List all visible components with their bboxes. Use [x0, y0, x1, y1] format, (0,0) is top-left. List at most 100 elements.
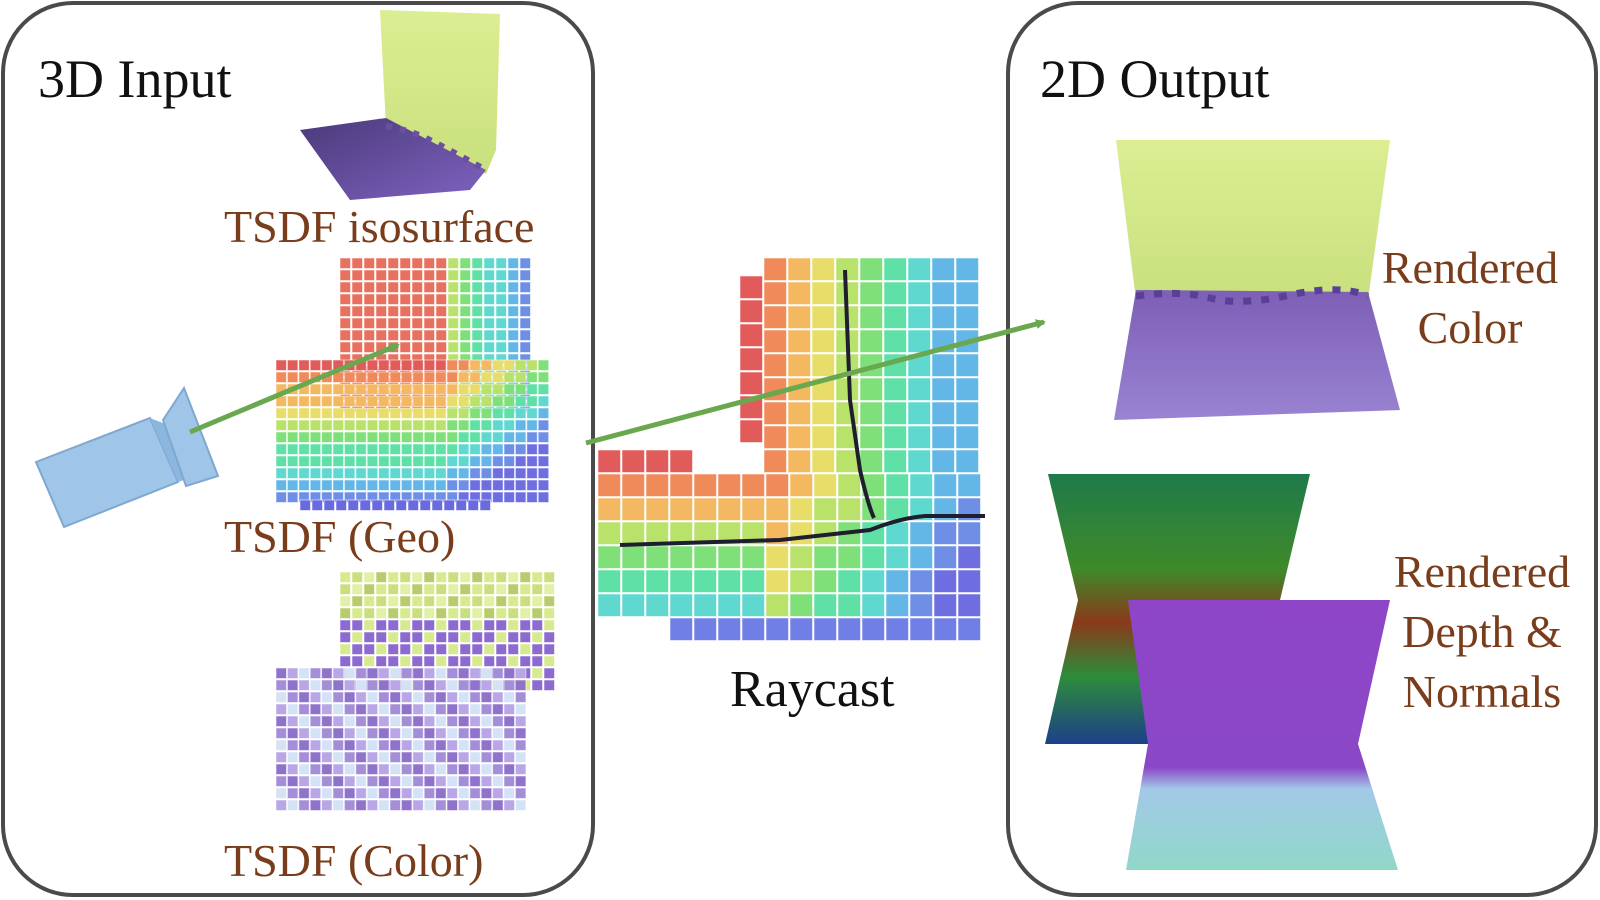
voxel	[298, 787, 310, 799]
voxel	[469, 667, 481, 679]
voxel	[459, 595, 471, 607]
voxel	[492, 727, 504, 739]
voxel	[309, 479, 322, 491]
voxel	[763, 305, 787, 329]
voxel	[399, 269, 411, 281]
voxel	[399, 655, 411, 667]
voxel	[519, 317, 531, 329]
voxel	[275, 799, 287, 811]
voxel	[366, 727, 379, 739]
voxel	[765, 569, 789, 593]
voxel	[514, 715, 527, 727]
voxel	[366, 383, 379, 395]
voxel	[907, 329, 931, 353]
voxel	[621, 497, 645, 521]
voxel	[597, 593, 621, 617]
voxel	[859, 281, 883, 305]
voxel	[309, 763, 322, 775]
voxel	[412, 383, 424, 395]
voxel	[495, 607, 507, 619]
input-panel-frame	[1, 1, 595, 897]
voxel	[765, 545, 789, 569]
voxel	[519, 305, 531, 317]
voxel	[526, 395, 538, 407]
voxel	[503, 467, 515, 479]
voxel	[298, 443, 310, 455]
voxel	[275, 715, 287, 727]
voxel	[286, 703, 299, 715]
voxel	[343, 407, 356, 419]
voxel	[321, 799, 333, 811]
voxel	[811, 257, 835, 281]
raycast-voxel-grid	[597, 257, 985, 641]
voxel	[411, 293, 423, 305]
voxel	[526, 467, 538, 479]
voxel	[459, 341, 471, 353]
voxel	[741, 497, 765, 521]
voxel	[286, 359, 299, 371]
voxel	[423, 383, 436, 395]
voxel	[469, 431, 481, 443]
voxel	[378, 679, 390, 691]
voxel	[469, 407, 481, 419]
voxel	[597, 449, 621, 473]
voxel	[931, 281, 955, 305]
voxel	[389, 763, 401, 775]
voxel	[931, 449, 955, 473]
voxel	[469, 467, 481, 479]
voxel	[645, 521, 669, 545]
voxel	[480, 739, 493, 751]
voxel	[447, 317, 459, 329]
voxel	[507, 571, 519, 583]
voxel	[298, 751, 310, 763]
voxel	[412, 739, 424, 751]
voxel	[355, 703, 367, 715]
voxel	[693, 617, 717, 641]
voxel	[321, 763, 333, 775]
voxel	[469, 371, 481, 383]
voxel	[955, 257, 979, 281]
voxel	[343, 727, 356, 739]
voxel	[423, 691, 436, 703]
voxel	[339, 257, 351, 269]
voxel	[339, 571, 351, 583]
voxel	[309, 739, 322, 751]
voxel	[739, 323, 763, 347]
voxel	[446, 787, 458, 799]
voxel	[275, 751, 287, 763]
voxel	[343, 479, 356, 491]
voxel	[355, 395, 367, 407]
voxel	[389, 667, 401, 679]
voxel	[339, 341, 351, 353]
voxel	[400, 691, 413, 703]
voxel	[789, 617, 813, 641]
voxel	[412, 775, 424, 787]
voxel	[483, 293, 495, 305]
voxel	[931, 377, 955, 401]
voxel	[332, 679, 344, 691]
voxel	[378, 787, 390, 799]
voxel	[351, 269, 363, 281]
voxel	[435, 655, 447, 667]
voxel	[503, 679, 515, 691]
voxel	[480, 431, 493, 443]
voxel	[275, 407, 287, 419]
voxel	[355, 455, 367, 467]
voxel	[519, 619, 531, 631]
voxel	[483, 257, 495, 269]
voxel	[286, 739, 299, 751]
voxel	[366, 419, 379, 431]
voxel	[447, 619, 459, 631]
voxel	[447, 281, 459, 293]
voxel	[332, 715, 344, 727]
voxel	[435, 643, 447, 655]
voxel	[514, 467, 527, 479]
voxel	[739, 275, 763, 299]
voxel	[321, 419, 333, 431]
voxel	[343, 395, 356, 407]
voxel	[321, 455, 333, 467]
rendered-color-label: Rendered Color	[1370, 238, 1570, 358]
voxel	[519, 341, 531, 353]
voxel	[366, 751, 379, 763]
voxel	[298, 467, 310, 479]
